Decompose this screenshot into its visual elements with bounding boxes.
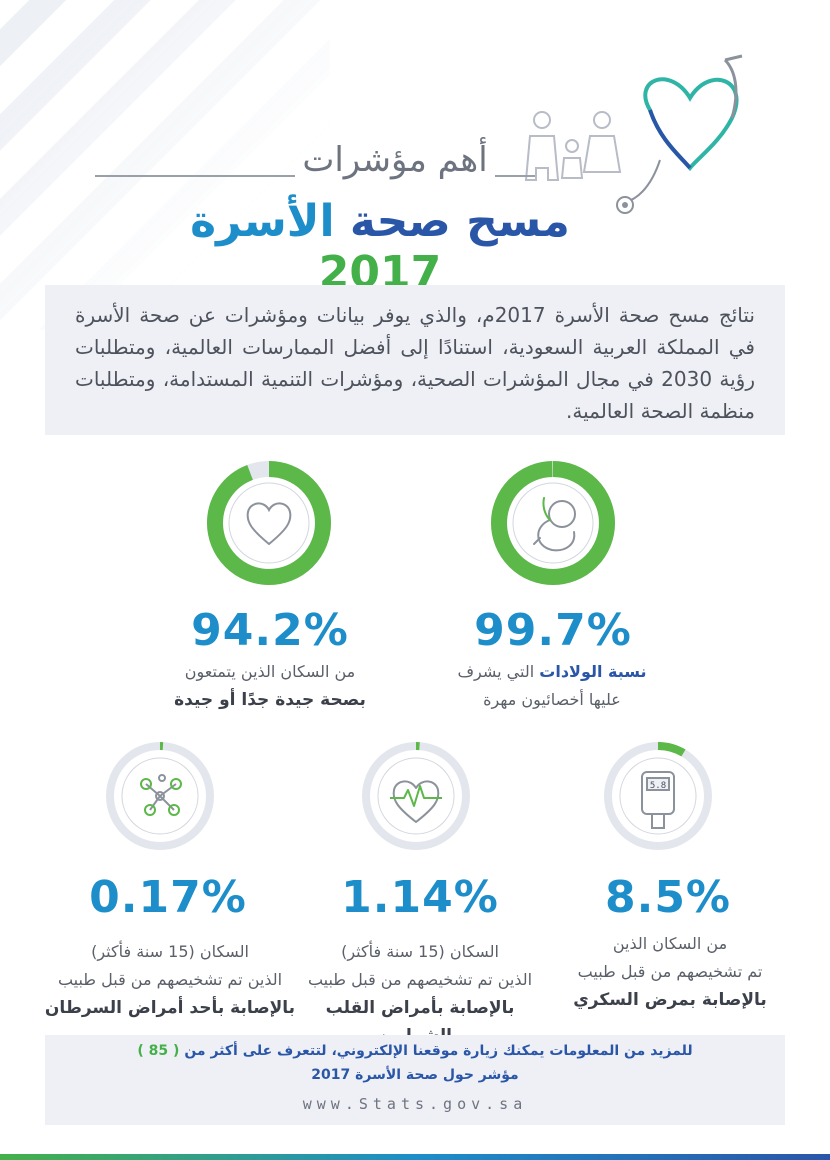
heart-icon <box>246 502 292 546</box>
heart-label-line1: السكان (15 سنة فأكثر) <box>341 942 499 961</box>
diabetes-label-line1: من السكان الذين <box>612 934 728 953</box>
cells-icon <box>140 774 182 816</box>
intro-text: نتائج مسح صحة الأسرة 2017م، والذي يوفر ب… <box>75 303 755 423</box>
title-word-survey: مسح <box>466 196 570 247</box>
footer-line2: مؤشر حول صحة الأسرة 2017 <box>311 1067 519 1083</box>
footer-line1-text: للمزيد من المعلومات يمكنك زيارة موقعنا ا… <box>184 1043 693 1059</box>
health-label-bold: بصحة جيدة جدًا أو جيدة <box>174 690 366 710</box>
glucose-meter-icon <box>641 771 675 829</box>
births-ring-arc <box>491 461 615 585</box>
births-value: 99.7% <box>474 605 632 656</box>
heart-label: السكان (15 سنة فأكثر) الذين تم تشخيصهم م… <box>290 938 550 1050</box>
cancer-value: 0.17% <box>89 872 247 923</box>
heart-ring-arc <box>362 742 470 850</box>
diabetes-label: من السكان الذين تم تشخيصهم من قبل طبيب ب… <box>540 930 800 1014</box>
diabetes-ring-arc <box>604 742 712 850</box>
cancer-label-line2: الذين تم تشخيصهم من قبل طبيب <box>57 970 283 989</box>
cancer-label-bold: بالإصابة بأحد أمراض السرطان <box>44 998 296 1018</box>
bottom-color-bar <box>0 1154 830 1160</box>
diabetes-value: 8.5% <box>604 872 732 923</box>
cancer-label: السكان (15 سنة فأكثر) الذين تم تشخيصهم م… <box>40 938 300 1022</box>
health-label-line1: من السكان الذين يتمتعون <box>184 662 356 681</box>
footer-line1: للمزيد من المعلومات يمكنك زيارة موقعنا ا… <box>45 1043 785 1059</box>
page-title: مسح صحة الأسرة 2017 <box>150 196 610 298</box>
cancer-ring-arc <box>106 742 214 850</box>
cancer-label-line1: السكان (15 سنة فأكثر) <box>91 942 249 961</box>
heart-value: 1.14% <box>341 872 499 923</box>
heart-label-line2: الذين تم تشخيصهم من قبل طبيب <box>307 970 533 989</box>
births-label: نسبة الولادات التي يشرف عليها أخصائيون م… <box>422 658 682 714</box>
intro-panel: نتائج مسح صحة الأسرة 2017م، والذي يوفر ب… <box>45 285 785 435</box>
diabetes-ring-track <box>604 742 712 850</box>
births-label-line2: عليها أخصائيون مهرة <box>483 690 621 709</box>
website-link[interactable]: www.Stats.gov.sa <box>302 1095 528 1113</box>
diabetes-ring: 5.8 <box>604 742 712 850</box>
fetus-icon <box>533 497 576 552</box>
title-word-health: صحة <box>349 196 451 247</box>
cancer-ring <box>106 742 214 850</box>
health-value: 94.2% <box>191 605 349 656</box>
title-word-family: الأسرة <box>190 196 335 247</box>
subtitle-rule-right <box>495 175 535 177</box>
births-ring <box>491 461 615 585</box>
family-stethoscope-illustration <box>524 54 743 214</box>
glucose-reading: 5.8 <box>650 781 666 791</box>
subtitle-rule-left <box>95 175 295 177</box>
health-ring-arc <box>207 461 331 585</box>
footer-indicator-count: ( 85 ) <box>137 1043 180 1059</box>
births-label-bold: نسبة الولادات <box>539 662 647 681</box>
background-stripes <box>0 0 330 330</box>
footer-panel: للمزيد من المعلومات يمكنك زيارة موقعنا ا… <box>45 1035 785 1125</box>
births-label-rest: التي يشرف <box>457 662 535 681</box>
subtitle: أهم مؤشرات <box>302 140 488 180</box>
diabetes-label-bold: بالإصابة بمرض السكري <box>573 990 767 1010</box>
heart-ring <box>362 742 470 850</box>
heartbeat-icon <box>390 780 442 823</box>
health-label: من السكان الذين يتمتعون بصحة جيدة جدًا أ… <box>140 658 400 714</box>
diabetes-label-line2: تم تشخيصهم من قبل طبيب <box>577 962 763 981</box>
health-ring <box>207 461 331 585</box>
